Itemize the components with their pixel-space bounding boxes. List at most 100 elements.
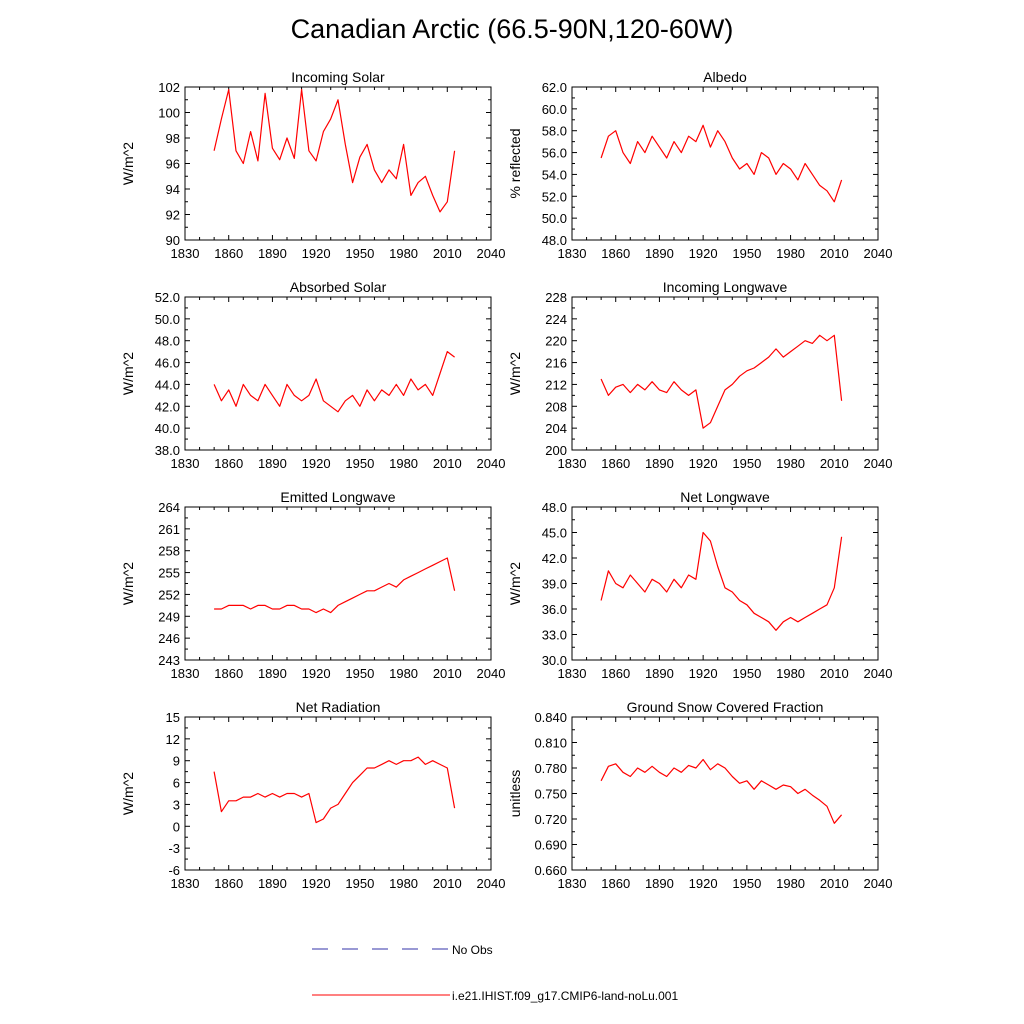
- series-line: [600, 124, 843, 203]
- x-tick-label: 1980: [776, 456, 805, 471]
- y-tick-label: 48.0: [155, 334, 180, 349]
- y-tick-label: 94: [166, 182, 180, 197]
- y-tick-label: -6: [168, 863, 180, 878]
- x-tick-label: 1830: [558, 456, 587, 471]
- y-tick-label: 258: [158, 544, 180, 559]
- panel-8: Ground Snow Covered Fraction 1830 1860 1890…: [507, 699, 892, 891]
- panel-title: Net Longwave: [680, 489, 770, 505]
- y-tick-label: 224: [545, 312, 567, 327]
- y-tick-label: 36.0: [542, 602, 567, 617]
- y-tick-label: 252: [158, 587, 180, 602]
- y-tick-label: 102: [158, 80, 180, 95]
- y-tick-label: 33.0: [542, 628, 567, 643]
- legend: No Obs i.e21.IHIST.f09_g17.CMIP6-land-noL…: [312, 943, 678, 1003]
- x-tick-label: 1860: [601, 876, 630, 891]
- x-tick-label: 1890: [258, 456, 287, 471]
- series-line: [600, 758, 843, 824]
- x-tick-label: 2010: [433, 666, 462, 681]
- series-line: [213, 88, 456, 213]
- y-tick-label: 40.0: [155, 421, 180, 436]
- y-tick-label: 255: [158, 566, 180, 581]
- y-axis-label: % reflected: [507, 128, 523, 198]
- y-tick-label: 52.0: [155, 290, 180, 305]
- x-tick-label: 1920: [302, 876, 331, 891]
- series-line: [213, 351, 455, 413]
- y-tick-label: 38.0: [155, 443, 180, 458]
- x-tick-label: 2040: [477, 876, 506, 891]
- x-tick-label: 1950: [345, 246, 374, 261]
- y-tick-label: 0.750: [534, 787, 567, 802]
- y-tick-label: 46.0: [155, 356, 180, 371]
- series-line: [600, 334, 843, 429]
- x-tick-label: 1950: [345, 666, 374, 681]
- y-tick-label: 50.0: [155, 312, 180, 327]
- y-tick-label: 0.810: [534, 736, 567, 751]
- x-tick-label: 1980: [776, 666, 805, 681]
- y-tick-label: 100: [158, 106, 180, 121]
- x-tick-label: 1980: [389, 456, 418, 471]
- y-tick-label: 15: [166, 710, 180, 725]
- x-tick-label: 1920: [689, 246, 718, 261]
- x-tick-label: 1860: [601, 666, 630, 681]
- plot-frame: [184, 296, 492, 451]
- y-tick-label: 0.660: [534, 863, 567, 878]
- y-tick-label: 243: [158, 653, 180, 668]
- x-tick-label: 1830: [558, 876, 587, 891]
- x-tick-label: 1890: [645, 456, 674, 471]
- y-tick-label: 3: [173, 797, 180, 812]
- y-tick-label: 9: [173, 754, 180, 769]
- y-tick-label: -3: [168, 841, 180, 856]
- y-tick-label: 246: [158, 631, 180, 646]
- y-tick-label: 50.0: [542, 211, 567, 226]
- x-tick-label: 1860: [214, 456, 243, 471]
- y-axis-label: W/m^2: [120, 352, 136, 395]
- x-tick-label: 1980: [776, 876, 805, 891]
- y-axis-label: W/m^2: [120, 772, 136, 815]
- figure-title: Canadian Arctic (66.5-90N,120-60W): [290, 14, 734, 44]
- y-tick-label: 249: [158, 609, 180, 624]
- x-tick-label: 2010: [820, 456, 849, 471]
- y-tick-label: 45.0: [542, 526, 567, 541]
- y-tick-label: 39.0: [542, 577, 567, 592]
- y-tick-label: 98: [166, 131, 180, 146]
- x-tick-label: 1920: [689, 666, 718, 681]
- x-tick-label: 1890: [258, 876, 287, 891]
- y-axis-label: W/m^2: [120, 562, 136, 605]
- x-tick-label: 1980: [389, 246, 418, 261]
- x-tick-label: 2040: [477, 246, 506, 261]
- x-tick-label: 1980: [389, 876, 418, 891]
- y-tick-label: 264: [158, 500, 180, 515]
- x-tick-label: 1920: [302, 666, 331, 681]
- x-tick-label: 1950: [732, 876, 761, 891]
- y-tick-label: 212: [545, 377, 567, 392]
- x-tick-label: 2010: [433, 876, 462, 891]
- panel-1: Incoming Solar 1830 1860 1890 1920 1950 1980 20…: [120, 69, 505, 261]
- y-tick-label: 62.0: [542, 80, 567, 95]
- x-tick-label: 2010: [820, 876, 849, 891]
- panel-title: Net Radiation: [296, 699, 381, 715]
- y-tick-label: 42.0: [155, 399, 180, 414]
- x-tick-label: 1890: [258, 246, 287, 261]
- y-tick-label: 12: [166, 732, 180, 747]
- x-tick-label: 2040: [477, 666, 506, 681]
- panel-4: Incoming Longwave 1830 1860 1890 1920 1950 198…: [507, 279, 892, 471]
- y-tick-label: 6: [173, 776, 180, 791]
- y-tick-label: 48.0: [542, 233, 567, 248]
- x-tick-label: 1980: [389, 666, 418, 681]
- y-tick-label: 48.0: [542, 500, 567, 515]
- x-tick-label: 1830: [171, 666, 200, 681]
- legend-label: No Obs: [452, 943, 493, 957]
- x-tick-label: 1980: [776, 246, 805, 261]
- panel-title: Albedo: [703, 69, 747, 85]
- y-tick-label: 261: [158, 522, 180, 537]
- x-tick-label: 1860: [601, 246, 630, 261]
- y-tick-label: 96: [166, 157, 180, 172]
- panel-title: Incoming Longwave: [663, 279, 788, 295]
- x-tick-label: 1830: [558, 246, 587, 261]
- plot-frame: [571, 506, 879, 661]
- panel-7: Net Radiation 1830 1860 1890 1920 1950 1980 201…: [120, 699, 505, 891]
- x-tick-label: 1860: [214, 666, 243, 681]
- x-tick-label: 1890: [645, 246, 674, 261]
- y-axis-label: unitless: [507, 770, 523, 817]
